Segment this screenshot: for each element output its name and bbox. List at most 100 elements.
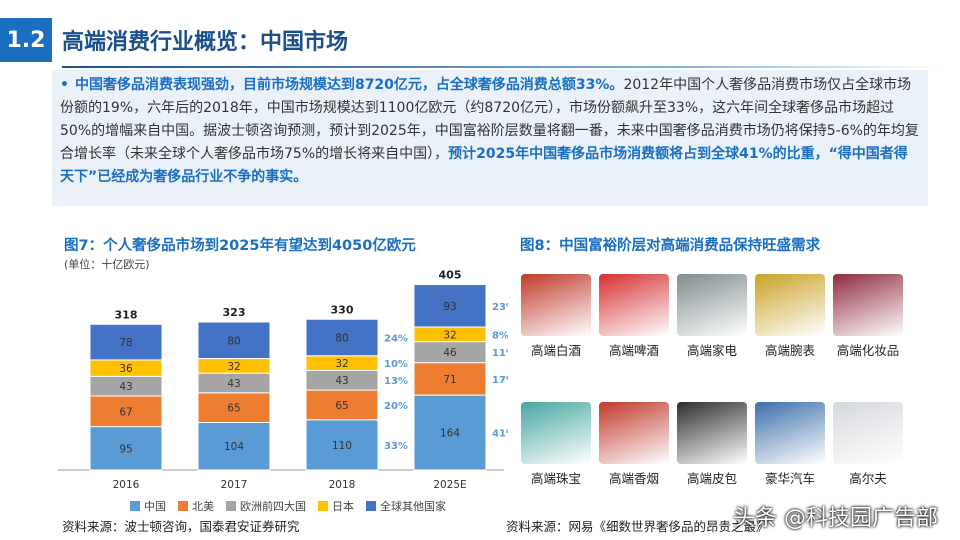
figure7-source: 资料来源：波士顿咨询，国泰君安证券研究 [62, 519, 300, 534]
figure8-title: 图8：中国富裕阶层对高端消费品保持旺盛需求 [520, 238, 821, 254]
product-image [755, 402, 825, 464]
product-label: 高端白酒 [530, 343, 581, 358]
bar-segment [413, 394, 487, 471]
product-image [677, 274, 747, 336]
legend-label: 全球其他国家 [380, 500, 446, 513]
legend-label: 欧洲前四大国 [240, 500, 306, 513]
legend-item: 北美 [178, 498, 214, 514]
legend-label: 中国 [144, 500, 166, 513]
share-label: 10% [384, 359, 408, 370]
product-label: 高端啤酒 [608, 343, 659, 358]
legend-label: 北美 [192, 500, 214, 513]
x-tick-label: 2017 [221, 479, 248, 491]
product-image [677, 402, 747, 464]
bar-value-label: 32 [335, 358, 348, 370]
bar-segment [89, 323, 163, 361]
title-divider [62, 66, 942, 68]
bar-value-label: 110 [332, 440, 352, 452]
product-label: 高端腕表 [764, 343, 815, 358]
bar-value-label: 32 [227, 361, 240, 373]
bar-value-label: 43 [119, 381, 132, 393]
bar-segment [305, 318, 379, 357]
bullet: • [60, 77, 69, 93]
summary-highlight-2: 预计2025年中国奢侈品市场消费额将占到全球41%的比重，“得中国者得天下”已经… [60, 146, 908, 185]
product-image [521, 402, 591, 464]
product-image [755, 274, 825, 336]
x-tick-label: 2018 [329, 479, 356, 491]
bar-value-label: 32 [443, 329, 456, 341]
product-grid: 高端白酒 高端啤酒 高端家电 高端腕表 高端化妆品高端珠宝 高端香烟 高端皮包 豪华汽车 高尔夫 [514, 262, 934, 510]
bar-value-label: 65 [335, 400, 348, 412]
share-label: 20% [384, 401, 408, 412]
product-item: 高端家电 [670, 274, 754, 359]
legend-item: 欧洲前四大国 [226, 498, 306, 514]
legend-swatch [366, 501, 376, 511]
bar-segment [305, 419, 379, 471]
product-item: 豪华汽车 [748, 402, 832, 487]
product-image [833, 402, 903, 464]
product-label: 高端化妆品 [836, 343, 900, 358]
share-label: 11% [492, 348, 508, 359]
product-label: 高端香烟 [608, 471, 659, 486]
share-label: 33% [384, 441, 408, 452]
bar-total-label: 330 [331, 303, 354, 316]
legend-item: 日本 [318, 498, 354, 514]
summary-highlight-1: 中国奢侈品消费表现强劲，目前市场规模达到8720亿元，占全球奢侈品消费总额33%… [74, 77, 624, 93]
product-image [599, 274, 669, 336]
product-item: 高端化妆品 [826, 274, 910, 359]
summary-body: 2012年中国个人奢侈品消费市场仅占全球市场份额的19%，六年后的2018年，中… [60, 77, 919, 162]
x-tick-label: 2016 [113, 479, 140, 491]
share-label: 24% [384, 334, 408, 345]
slide-header: 1.2 高端消费行业概览：中国市场 [0, 12, 960, 68]
product-item: 高端香烟 [592, 402, 676, 487]
bar-value-label: 65 [227, 403, 240, 415]
product-image [521, 274, 591, 336]
bar-segment [197, 392, 271, 423]
share-label: 17% [492, 375, 508, 386]
bar-value-label: 164 [440, 428, 460, 440]
legend-label: 日本 [332, 500, 354, 513]
bar-value-label: 67 [119, 406, 132, 418]
product-item: 高端珠宝 [514, 402, 598, 487]
bar-total-label: 323 [223, 306, 246, 319]
product-item: 高端腕表 [748, 274, 832, 359]
legend-swatch [178, 501, 188, 511]
bar-segment [197, 421, 271, 471]
bar-segment [305, 389, 379, 421]
legend-swatch [226, 501, 236, 511]
bar-value-label: 46 [443, 347, 457, 359]
bar-total-label: 318 [115, 308, 138, 321]
product-item: 高端皮包 [670, 402, 754, 487]
summary-box: • 中国奢侈品消费表现强劲，目前市场规模达到8720亿元，占全球奢侈品消费总额33… [52, 70, 928, 206]
bar-segment [413, 284, 487, 328]
bar-value-label: 93 [443, 301, 456, 313]
product-item: 高端啤酒 [592, 274, 676, 359]
product-label: 豪华汽车 [764, 471, 815, 486]
chart-legend: 中国 北美 欧洲前四大国 日本 全球其他国家 [130, 498, 446, 514]
bar-value-label: 80 [227, 335, 240, 347]
share-label: 23% [492, 302, 508, 313]
figure7-unit: (单位：十亿欧元) [64, 258, 150, 271]
bar-value-label: 95 [119, 443, 132, 455]
legend-swatch [130, 501, 140, 511]
share-label: 13% [384, 376, 408, 387]
page-title: 高端消费行业概览：中国市场 [62, 30, 349, 55]
bar-value-label: 43 [227, 378, 240, 390]
bar-value-label: 36 [119, 363, 133, 375]
product-label: 高端家电 [686, 343, 737, 358]
product-item: 高端白酒 [514, 274, 598, 359]
share-label: 41% [492, 429, 508, 440]
product-image [599, 402, 669, 464]
bar-segment [197, 321, 271, 360]
watermark: 头条 @科技园广告部 [733, 506, 938, 531]
product-label: 高端皮包 [686, 471, 737, 486]
bar-value-label: 71 [443, 374, 456, 386]
figure8-source: 资料来源：网易《细数世界奢侈品的昂贵之最》 [506, 519, 769, 534]
product-item: 高尔夫 [826, 402, 910, 487]
share-label: 8% [492, 330, 508, 341]
legend-swatch [318, 501, 328, 511]
x-tick-label: 2025E [433, 479, 466, 491]
stacked-bar-chart: 95 67 43 36 78 318 2016 104 65 43 32 80 323 2017 110 33… [58, 269, 508, 491]
figure7-title: 图7：个人奢侈品市场到2025年有望达到4050亿欧元 [64, 238, 416, 254]
product-image [833, 274, 903, 336]
